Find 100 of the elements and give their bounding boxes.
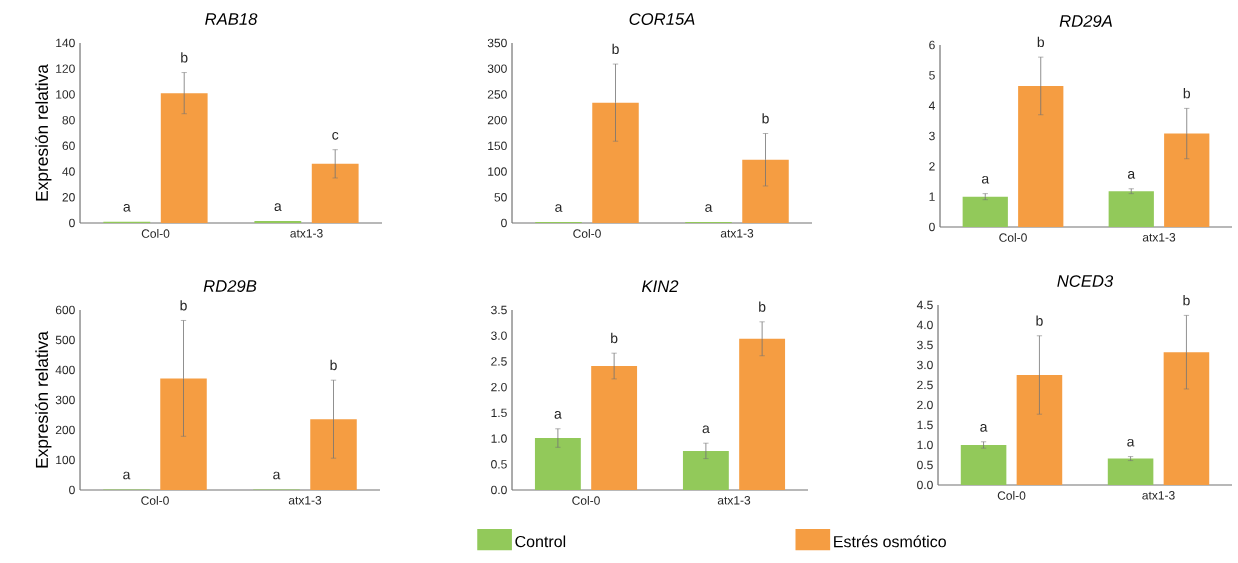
bar (534, 438, 581, 490)
bar (1108, 191, 1154, 227)
y-tick-label: 600 (55, 305, 75, 315)
y-tick-label: 2.0 (491, 382, 507, 392)
y-tick-label: 150 (488, 141, 507, 151)
y-tick-label: 0 (929, 222, 935, 232)
y-axis-title: Expresión relativa (35, 64, 52, 201)
bar (739, 338, 786, 490)
annotation: b (181, 52, 188, 63)
annotation: a (555, 204, 563, 212)
annotation: a (980, 424, 988, 432)
y-tick-label: 2.0 (917, 400, 933, 410)
y-tick-label: 200 (487, 115, 507, 125)
y-tick-label: 300 (487, 64, 507, 73)
y-tick-label: 3.0 (917, 360, 933, 370)
y-axis-title: Expresión relativa (35, 331, 52, 468)
bar (1163, 352, 1210, 485)
annotation: a (554, 411, 562, 419)
y-tick-label: 0.5 (491, 460, 507, 469)
y-tick-label: 0 (501, 218, 507, 228)
annotation: b (762, 113, 769, 124)
x-tick-label: Col-0 (572, 496, 600, 505)
chart-title: COR15A (629, 13, 695, 25)
annotation: a (981, 175, 990, 184)
bar (160, 93, 208, 223)
y-tick-label: 1.0 (491, 434, 507, 443)
x-tick-label: Col-0 (573, 229, 601, 238)
annotation: a (123, 471, 131, 480)
y-tick-label: 100 (56, 90, 75, 99)
x-tick-label: atx1-3 (1142, 233, 1176, 242)
bar (592, 102, 639, 223)
bar (1016, 374, 1063, 485)
chart-title: RD29A (1059, 15, 1112, 27)
y-tick-label: 140 (56, 38, 75, 48)
annotation: b (180, 300, 187, 311)
annotation: c (332, 132, 339, 140)
bar (742, 159, 789, 223)
x-tick-label: atx1-3 (720, 229, 754, 238)
x-tick-label: Col-0 (997, 491, 1026, 500)
y-tick-label: 0.5 (917, 460, 933, 470)
annotation: a (1127, 171, 1136, 179)
annotation: b (612, 43, 619, 55)
annotation: b (1183, 88, 1191, 99)
y-tick-label: 0.0 (917, 480, 933, 490)
y-tick-label: 120 (56, 64, 75, 73)
y-tick-label: 3.5 (491, 305, 507, 315)
bar (311, 163, 359, 223)
y-tick-label: 100 (488, 167, 507, 176)
annotation: a (274, 203, 282, 212)
chart-title: RAB18 (205, 13, 258, 25)
annotation: b (611, 332, 618, 344)
annotation: a (705, 204, 713, 212)
x-tick-label: Col-0 (999, 233, 1027, 242)
annotation: b (1036, 315, 1043, 326)
y-tick-label: 200 (55, 425, 75, 435)
y-tick-label: 3 (929, 131, 935, 141)
annotation: b (1037, 36, 1045, 48)
bar (960, 444, 1007, 485)
y-tick-label: 400 (55, 365, 75, 375)
y-tick-label: 4 (928, 101, 935, 110)
y-tick-label: 500 (55, 335, 75, 345)
annotation: a (273, 471, 281, 480)
x-tick-label: Col-0 (141, 496, 169, 505)
chart-title: NCED3 (1057, 275, 1114, 287)
y-tick-label: 1.0 (917, 440, 933, 450)
y-tick-label: 1.5 (917, 420, 933, 430)
bar (682, 450, 729, 490)
annotation: a (702, 425, 710, 434)
annotation: b (1183, 295, 1190, 306)
annotation: a (123, 203, 131, 212)
y-tick-label: 4.0 (916, 320, 933, 330)
y-tick-label: 100 (56, 455, 75, 465)
y-tick-label: 4.5 (916, 300, 933, 310)
y-tick-label: 3.5 (917, 340, 933, 350)
x-tick-label: atx1-3 (290, 229, 323, 238)
y-tick-label: 0 (69, 485, 75, 495)
annotation: a (1127, 438, 1135, 447)
annotation: b (330, 359, 337, 371)
legend-label: Estrés osmótico (834, 535, 946, 548)
annotation: b (759, 301, 766, 312)
bar (1107, 458, 1154, 485)
y-tick-label: 2.5 (917, 380, 933, 390)
bar (962, 196, 1008, 227)
y-tick-label: 0 (69, 218, 75, 228)
bar (591, 366, 638, 490)
y-tick-label: 2.5 (491, 357, 507, 366)
y-tick-label: 20 (62, 193, 75, 202)
y-tick-label: 1.5 (491, 408, 507, 418)
y-tick-label: 3.0 (491, 331, 507, 340)
y-tick-label: 300 (55, 395, 75, 405)
y-tick-label: 6 (929, 40, 935, 50)
x-tick-label: Col-0 (141, 229, 170, 238)
y-tick-label: 0.0 (491, 485, 507, 495)
y-tick-label: 2 (929, 162, 935, 171)
y-tick-label: 60 (62, 141, 75, 151)
x-tick-label: atx1-3 (1142, 491, 1175, 500)
chart-title: RD29B (203, 280, 257, 292)
bar (1164, 133, 1210, 227)
y-tick-label: 5 (929, 71, 935, 80)
y-tick-label: 40 (62, 167, 75, 176)
